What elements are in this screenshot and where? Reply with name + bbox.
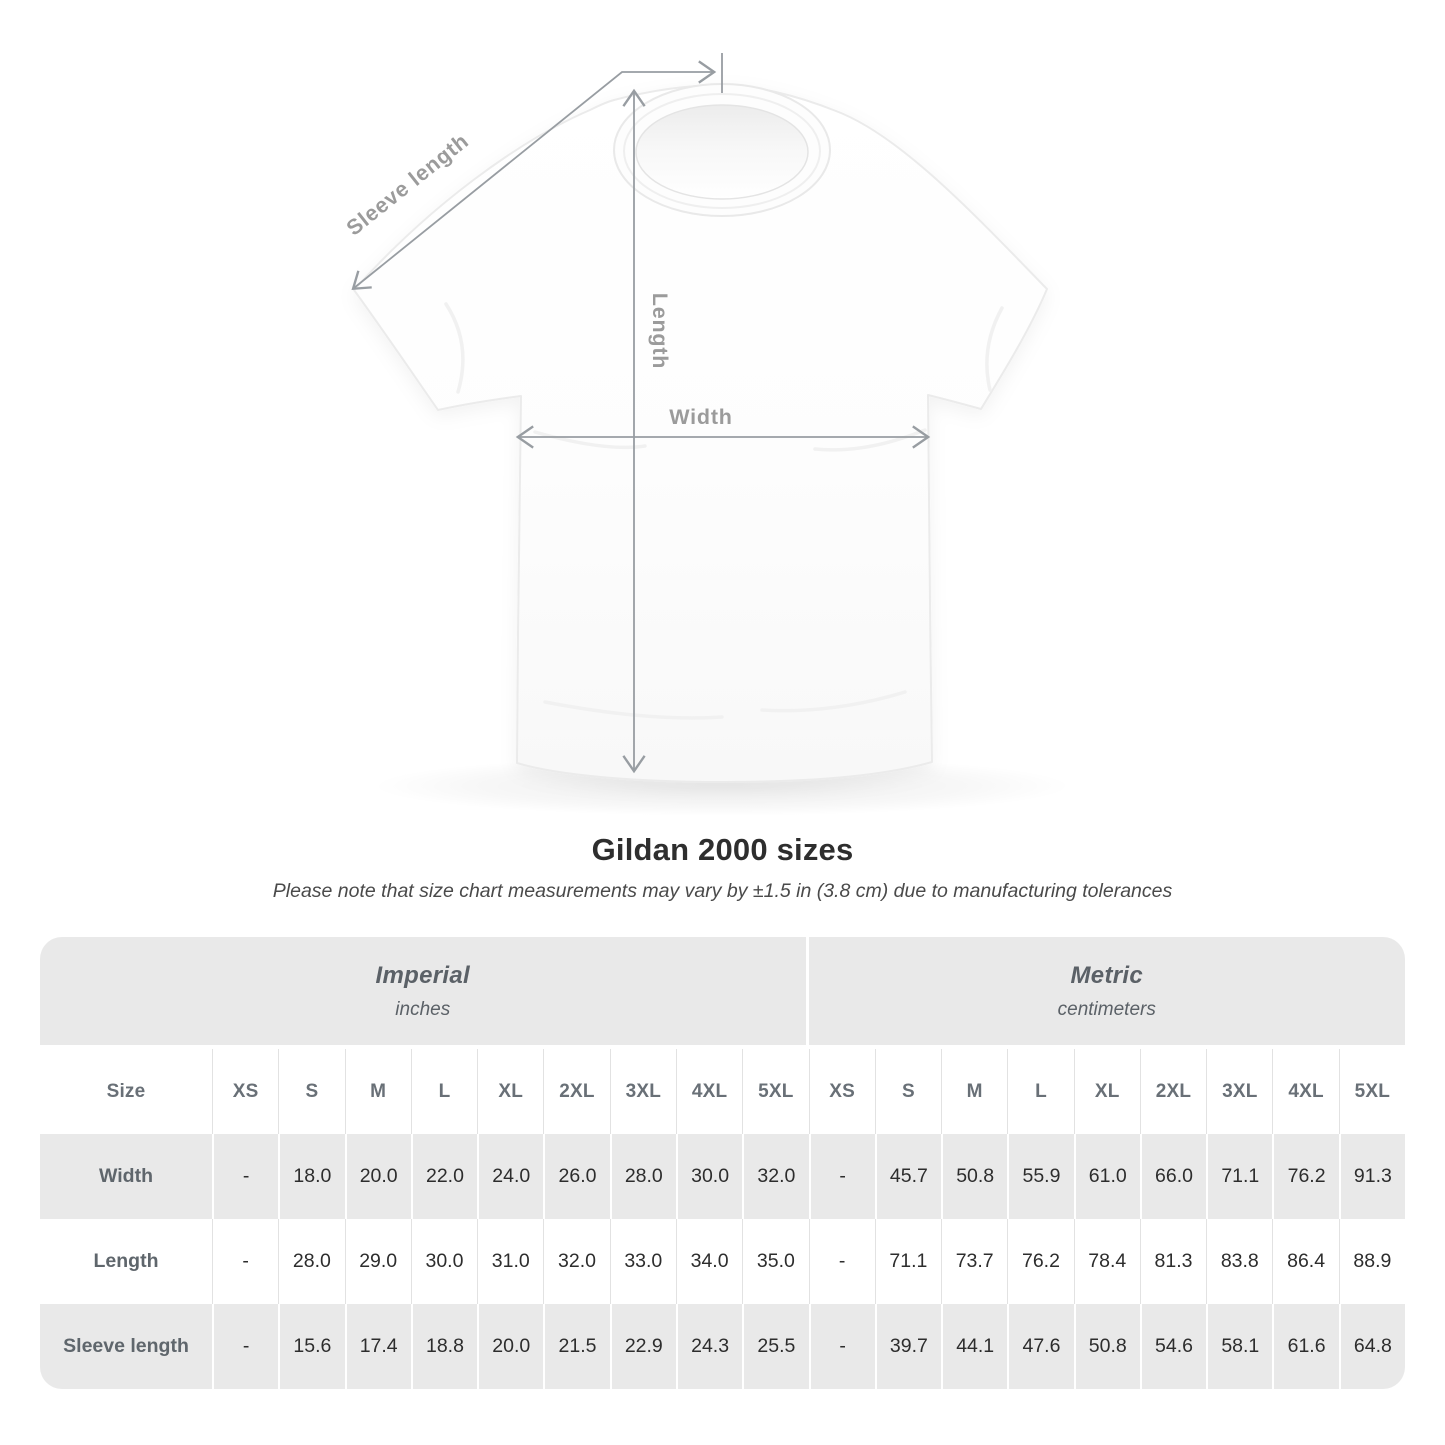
table-cell: 76.2 [1272, 1134, 1339, 1219]
table-cell: 20.0 [477, 1304, 544, 1389]
size-col-header: 5XL [1338, 1049, 1405, 1134]
size-col-header: 2XL [1139, 1049, 1207, 1134]
neck-opening [635, 104, 809, 200]
table-cell: 45.7 [874, 1134, 942, 1219]
table-cell: 30.0 [410, 1219, 478, 1304]
table-cell: 50.8 [1073, 1304, 1140, 1389]
tolerance-note: Please note that size chart measurements… [272, 880, 1173, 902]
row-label-width: Width [40, 1134, 212, 1219]
size-col-header: XS [212, 1049, 279, 1134]
size-col-header: 5XL [742, 1049, 809, 1134]
size-col-header: M [941, 1049, 1008, 1134]
size-col-header: 3XL [1206, 1049, 1273, 1134]
table-cell: 39.7 [874, 1304, 942, 1389]
table-cell: 44.1 [941, 1304, 1008, 1389]
table-cell: 64.8 [1338, 1304, 1405, 1389]
table-cell: - [212, 1134, 279, 1219]
table-cell: 28.0 [278, 1219, 345, 1304]
table-cell: 15.6 [278, 1304, 345, 1389]
table-cell: 17.4 [344, 1304, 411, 1389]
table-cell: - [808, 1304, 875, 1389]
table-cell: 25.5 [742, 1304, 809, 1389]
table-cell: 78.4 [1073, 1219, 1140, 1304]
table-cell: 66.0 [1139, 1134, 1207, 1219]
size-col-header: S [278, 1049, 345, 1134]
table-cell: 18.8 [410, 1304, 478, 1389]
table-cell: 76.2 [1007, 1219, 1074, 1304]
table-cell: 21.5 [543, 1304, 610, 1389]
unit-header-imperial: Imperial inches [40, 937, 809, 1045]
table-cell: 50.8 [941, 1134, 1008, 1219]
table-cell: 81.3 [1139, 1219, 1207, 1304]
table-cell: - [808, 1219, 875, 1304]
width-label: Width [669, 405, 733, 429]
table-cell: 73.7 [941, 1219, 1008, 1304]
table-cell: 54.6 [1139, 1304, 1207, 1389]
table-cell: 22.0 [410, 1134, 478, 1219]
size-col-header: M [344, 1049, 411, 1134]
table-cell: 32.0 [742, 1134, 809, 1219]
sleeve-length-dimension-line [351, 60, 717, 291]
size-col-header: L [410, 1049, 478, 1134]
unit-header-imperial-sublabel: inches [395, 998, 451, 1020]
table-cell: 58.1 [1206, 1304, 1273, 1389]
table-cell: 83.8 [1206, 1219, 1273, 1304]
size-col-header: 2XL [543, 1049, 610, 1134]
table-cell: 33.0 [609, 1219, 676, 1304]
size-col-header: XL [1073, 1049, 1140, 1134]
unit-header-metric: Metric centimeters [808, 937, 1405, 1045]
tshirt-measurement-diagram: Sleeve length Length Width [342, 53, 1072, 816]
table-cell: 71.1 [874, 1219, 942, 1304]
table-cell: - [808, 1134, 875, 1219]
row-label-sleeve-length: Sleeve length [40, 1304, 212, 1389]
table-cell: 32.0 [543, 1219, 610, 1304]
table-cell: 61.6 [1272, 1304, 1339, 1389]
table-cell: 20.0 [344, 1134, 411, 1219]
size-col-header: XS [808, 1049, 875, 1134]
table-cell: 26.0 [543, 1134, 610, 1219]
table-cell: 31.0 [477, 1219, 544, 1304]
table-cell: 55.9 [1007, 1134, 1074, 1219]
table-cell: - [212, 1304, 279, 1389]
measurement-annotations [351, 53, 931, 774]
table-cell: 71.1 [1206, 1134, 1273, 1219]
size-col-header: 3XL [609, 1049, 676, 1134]
unit-header-imperial-label: Imperial [375, 961, 470, 989]
table-cell: 28.0 [609, 1134, 676, 1219]
size-col-header: 4XL [1272, 1049, 1339, 1134]
table-cell: 29.0 [344, 1219, 411, 1304]
table-cell: 86.4 [1272, 1219, 1339, 1304]
table-cell: 61.0 [1073, 1134, 1140, 1219]
size-col-header: XL [477, 1049, 544, 1134]
table-cell: 35.0 [742, 1219, 809, 1304]
table-cell: 24.0 [477, 1134, 544, 1219]
size-col-header: L [1007, 1049, 1074, 1134]
table-cell: 24.3 [675, 1304, 743, 1389]
unit-header-metric-label: Metric [1070, 961, 1143, 989]
size-col-header: 4XL [675, 1049, 743, 1134]
unit-header-metric-sublabel: centimeters [1057, 998, 1156, 1020]
table-cell: 18.0 [278, 1134, 345, 1219]
table-cell: 30.0 [675, 1134, 743, 1219]
table-cell: 88.9 [1338, 1219, 1405, 1304]
corner-header-size: Size [40, 1049, 212, 1134]
page-title: Gildan 2000 sizes [591, 832, 854, 867]
size-table: Imperial inches Metric centimeters Size … [40, 937, 1405, 1389]
length-label: Length [648, 293, 672, 369]
table-cell: 47.6 [1007, 1304, 1074, 1389]
tshirt-image [353, 83, 1072, 816]
table-cell: 91.3 [1338, 1134, 1405, 1219]
row-label-length: Length [40, 1219, 212, 1304]
size-col-header: S [874, 1049, 942, 1134]
table-cell: 34.0 [675, 1219, 743, 1304]
table-cell: - [212, 1219, 279, 1304]
table-cell: 22.9 [609, 1304, 676, 1389]
